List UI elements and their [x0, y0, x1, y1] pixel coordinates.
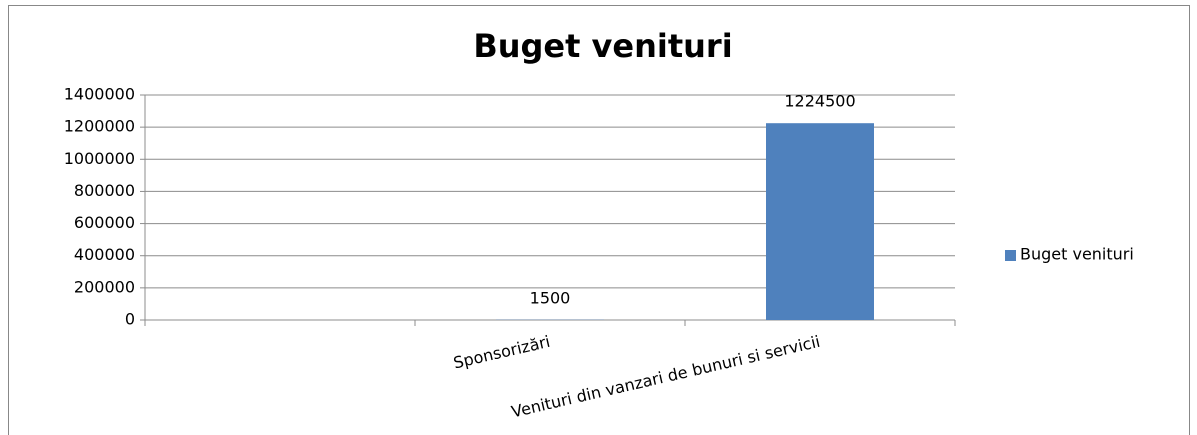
legend-swatch	[1005, 250, 1016, 261]
data-label: 1500	[530, 288, 571, 307]
chart-border	[8, 5, 1190, 435]
data-label: 1224500	[784, 92, 855, 111]
legend-label: Buget venituri	[1020, 245, 1134, 264]
y-tick-label: 600000	[74, 213, 135, 232]
y-tick-label: 1200000	[64, 117, 135, 136]
y-tick-label: 400000	[74, 245, 135, 264]
bar	[766, 123, 874, 321]
y-tick-label: 200000	[74, 277, 135, 296]
y-tick-label: 800000	[74, 181, 135, 200]
y-tick-label: 1000000	[64, 149, 135, 168]
chart-title: Buget venituri	[473, 27, 732, 65]
y-tick-label: 0	[125, 310, 135, 329]
y-tick-label: 1400000	[64, 85, 135, 104]
